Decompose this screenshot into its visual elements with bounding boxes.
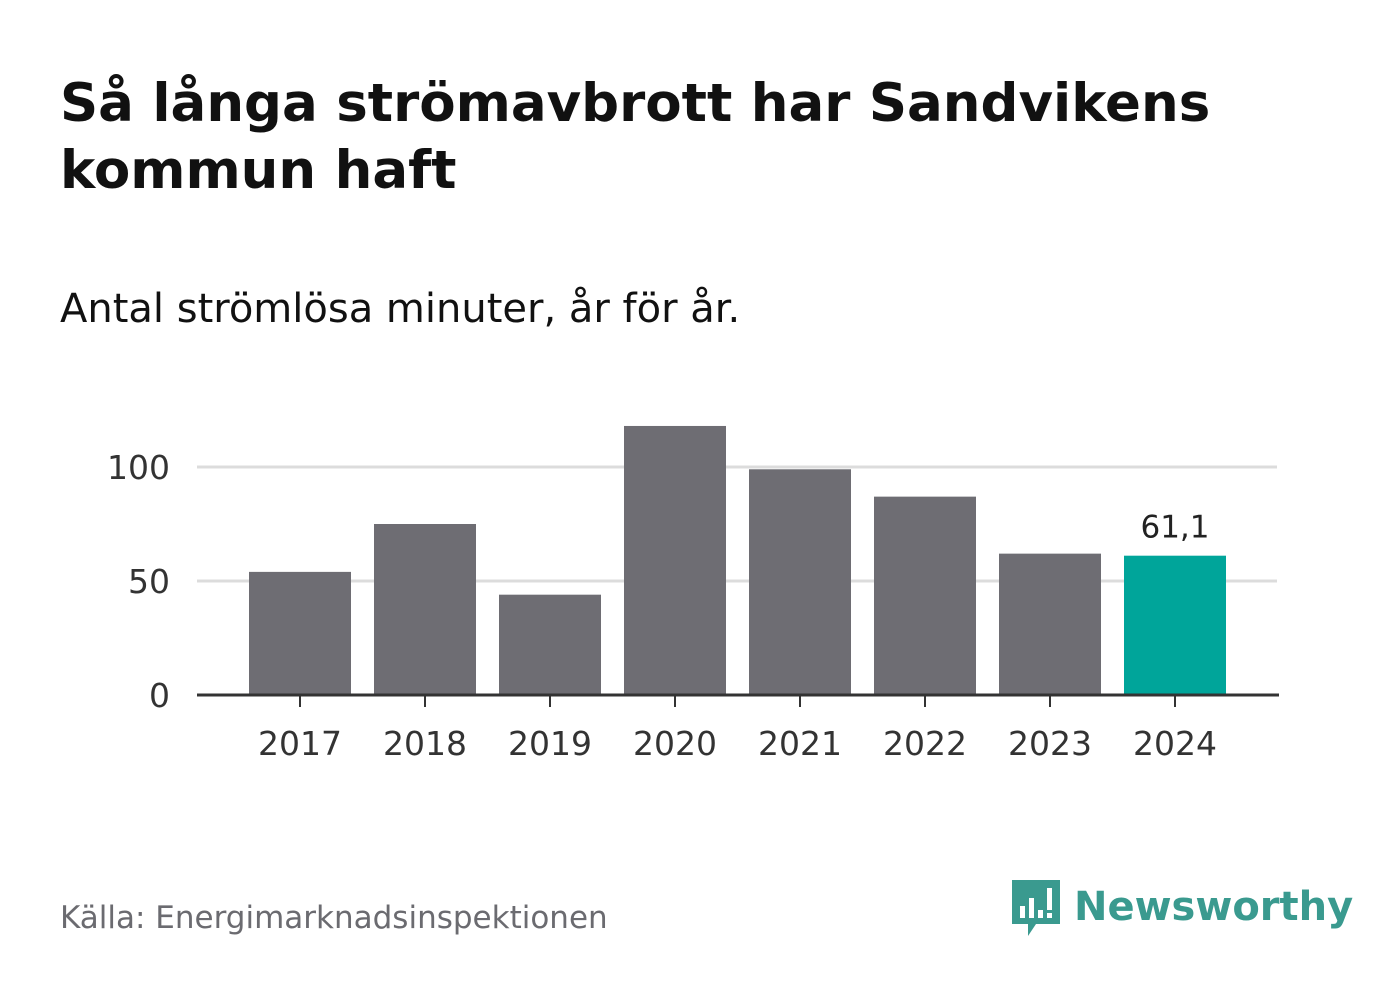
bar [874, 496, 976, 695]
brand-logo: Newsworthy [1010, 876, 1353, 938]
chart-title: Så långa strömavbrott har Sandvikens kom… [60, 73, 1211, 201]
bar [374, 524, 476, 695]
x-tick-label: 2023 [1008, 724, 1092, 763]
bar [749, 469, 851, 695]
y-tick-label: 100 [107, 448, 170, 487]
newsworthy-logo-icon [1012, 880, 1060, 936]
x-tick-label: 2022 [883, 724, 967, 763]
y-tick-label: 0 [149, 676, 170, 715]
x-tick-label: 2020 [633, 724, 717, 763]
x-tick-label: 2021 [758, 724, 842, 763]
data-label: 61,1 [1140, 510, 1209, 546]
bar [999, 553, 1101, 695]
x-tick-label: 2024 [1133, 724, 1217, 763]
bar [1124, 555, 1226, 695]
x-tick-label: 2017 [258, 724, 342, 763]
x-tick-label: 2018 [383, 724, 467, 763]
brand-name: Newsworthy [1074, 884, 1354, 930]
y-tick-label: 50 [128, 562, 170, 601]
chart-subtitle: Antal strömlösa minuter, år för år. [60, 286, 741, 332]
bar [249, 571, 351, 695]
x-tick-label: 2019 [508, 724, 592, 763]
source-label: Källa: Energimarknadsinspektionen [60, 900, 608, 936]
bar [624, 425, 726, 695]
bar [499, 594, 601, 695]
